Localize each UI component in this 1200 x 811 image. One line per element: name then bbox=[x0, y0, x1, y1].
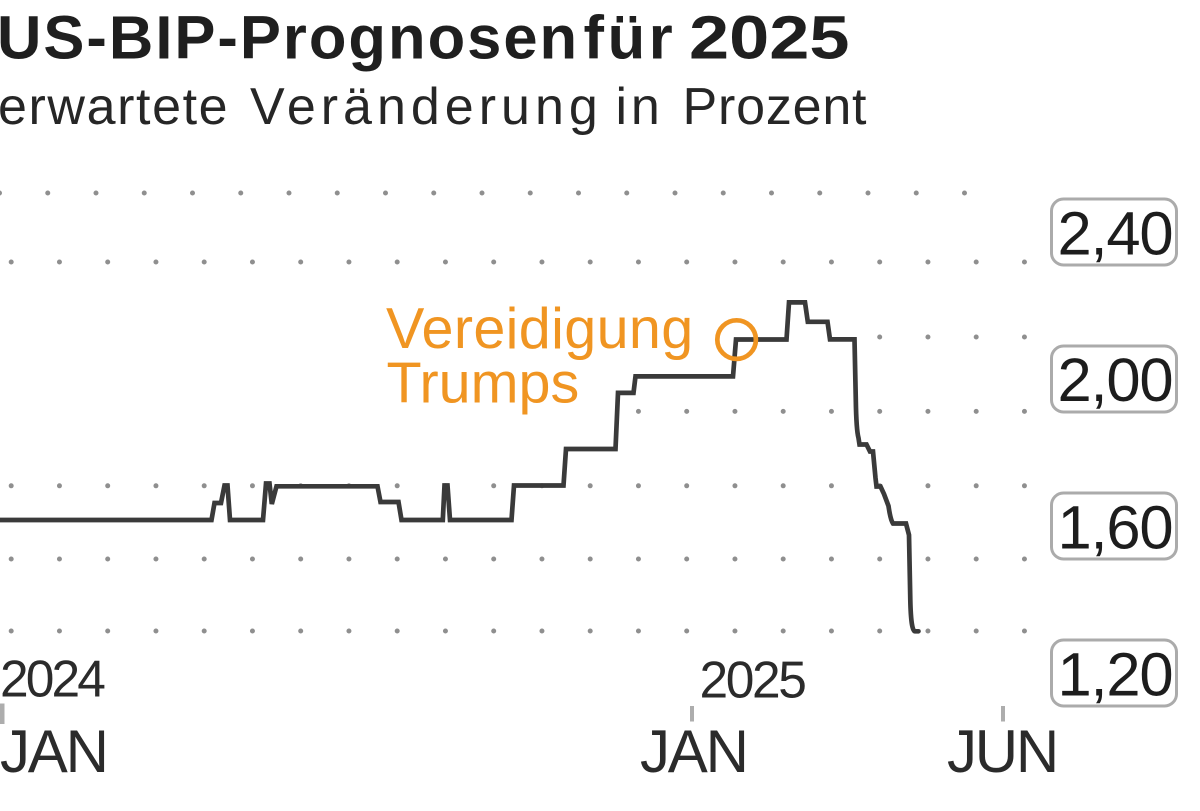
svg-text:1,60: 1,60 bbox=[1058, 494, 1173, 563]
svg-text:US-BIP-Prognosenfür: US-BIP-Prognosenfür bbox=[0, 4, 676, 73]
svg-text:2,40: 2,40 bbox=[1058, 200, 1173, 269]
svg-text:JAN: JAN bbox=[640, 718, 747, 785]
svg-text:2,00: 2,00 bbox=[1058, 346, 1173, 415]
svg-text:JAN: JAN bbox=[0, 718, 107, 785]
svg-text:Vereidigung: Vereidigung bbox=[386, 297, 694, 361]
svg-text:2025: 2025 bbox=[689, 3, 849, 72]
svg-text:2025: 2025 bbox=[700, 651, 806, 709]
svg-text:JUN: JUN bbox=[947, 718, 1057, 785]
svg-text:Trumps: Trumps bbox=[387, 352, 580, 416]
svg-text:2024: 2024 bbox=[0, 650, 105, 708]
svg-text:1,20: 1,20 bbox=[1058, 641, 1173, 710]
